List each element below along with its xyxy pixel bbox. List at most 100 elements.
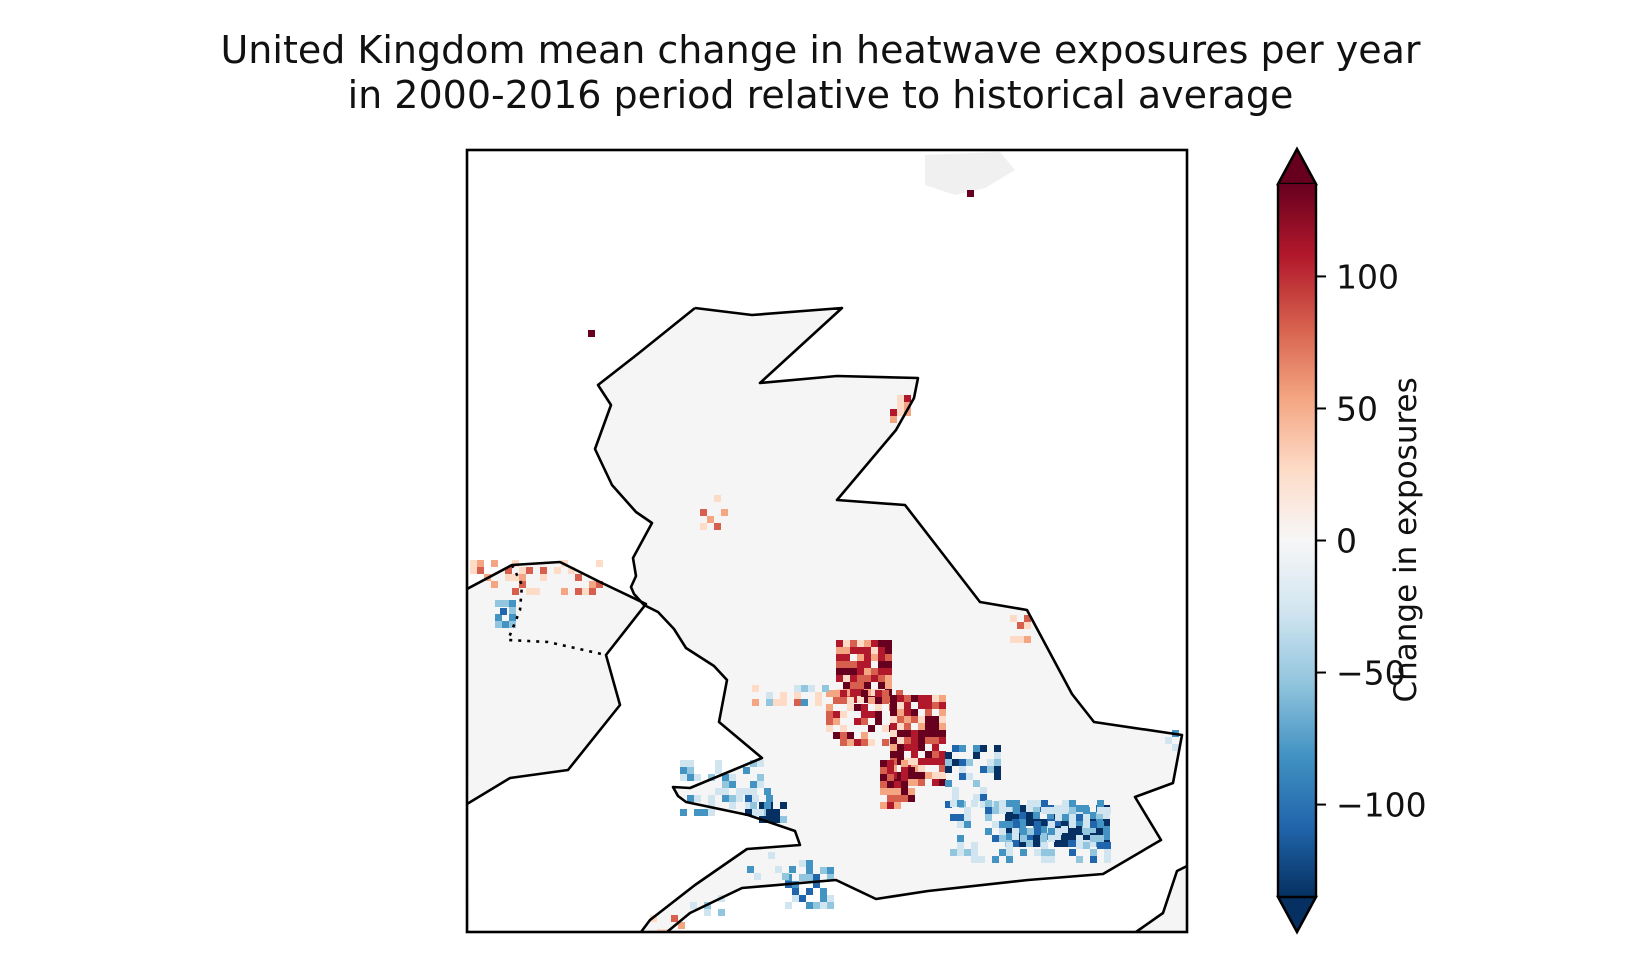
grid-cell	[904, 730, 911, 737]
grid-cell	[495, 621, 502, 628]
grid-cell	[885, 647, 892, 654]
grid-cell	[690, 902, 697, 909]
grid-cell	[987, 759, 994, 766]
grid-cell	[750, 781, 757, 788]
grid-cell	[964, 814, 971, 821]
grid-cell	[827, 874, 834, 881]
grid-cell	[950, 814, 957, 821]
grid-cell	[714, 523, 721, 530]
grid-cell	[519, 574, 526, 581]
grid-cell	[999, 849, 1006, 856]
grid-cell	[840, 739, 847, 746]
grid-cell	[952, 759, 959, 766]
grid-cell	[715, 760, 722, 767]
grid-cell	[864, 675, 871, 682]
grid-cell	[887, 774, 894, 781]
grid-cell	[939, 765, 946, 772]
grid-cell	[1006, 842, 1013, 849]
grid-cell	[1104, 807, 1111, 814]
grid-cell	[967, 190, 974, 197]
grid-cell	[945, 780, 952, 787]
grid-cell	[932, 716, 939, 723]
colorbar-tick-label: 0	[1336, 522, 1357, 561]
grid-cell	[894, 802, 901, 809]
grid-cell	[773, 816, 780, 823]
colorbar-max-extend	[1275, 146, 1319, 186]
chart-title-line2: in 2000-2016 period relative to historic…	[347, 73, 1294, 117]
grid-cell	[882, 725, 889, 732]
grid-cell	[694, 809, 701, 816]
grid-cell	[957, 835, 964, 842]
grid-cell	[945, 759, 952, 766]
grid-cell	[509, 607, 516, 614]
grid-cell	[925, 730, 932, 737]
grid-cell	[957, 821, 964, 828]
grid-cell	[885, 668, 892, 675]
grid-cell	[1069, 814, 1076, 821]
grid-cell	[747, 866, 754, 873]
grid-cell	[477, 567, 484, 574]
grid-cell	[1055, 807, 1062, 814]
grid-cell	[901, 788, 908, 795]
great-britain-landmass	[595, 308, 1182, 932]
grid-cell	[945, 766, 952, 773]
grid-cell	[589, 588, 596, 595]
grid-cell	[815, 699, 822, 706]
grid-cell	[932, 723, 939, 730]
grid-cell	[918, 744, 925, 751]
grid-cell	[925, 751, 932, 758]
grid-cell	[1068, 833, 1075, 840]
grid-cell	[1076, 814, 1083, 821]
grid-cell	[1005, 805, 1012, 812]
grid-cell	[875, 697, 882, 704]
grid-cell	[896, 690, 903, 697]
grid-cell	[680, 809, 687, 816]
grid-cell	[1103, 819, 1110, 826]
grid-cell	[1089, 826, 1096, 833]
grid-cell	[540, 567, 547, 574]
grid-cell	[750, 760, 757, 767]
grid-cell	[678, 922, 685, 929]
grid-cell	[1068, 826, 1075, 833]
grid-cell	[925, 758, 932, 765]
grid-cell	[857, 647, 864, 654]
grid-cell	[806, 888, 813, 895]
grid-cell	[752, 809, 759, 816]
grid-cell	[850, 640, 857, 647]
grid-cell	[759, 802, 766, 809]
grid-cell	[1006, 800, 1013, 807]
grid-cell	[799, 895, 806, 902]
grid-cell	[890, 723, 897, 730]
grid-cell	[1048, 835, 1055, 842]
grid-cell	[964, 821, 971, 828]
grid-cell	[880, 788, 887, 795]
grid-cell	[1055, 814, 1062, 821]
grid-cell	[1054, 819, 1061, 826]
grid-cell	[1048, 821, 1055, 828]
grid-cell	[971, 842, 978, 849]
grid-cell	[833, 697, 840, 704]
grid-cell	[745, 809, 752, 816]
grid-cell	[1010, 636, 1017, 643]
grid-cell	[1083, 807, 1090, 814]
grid-cell	[470, 567, 477, 574]
grid-cell	[526, 567, 533, 574]
grid-cell	[864, 696, 871, 703]
grid-cell	[1075, 819, 1082, 826]
grid-cell	[768, 852, 775, 859]
grid-cell	[868, 697, 875, 704]
grid-cell	[904, 702, 911, 709]
grid-cell	[1083, 828, 1090, 835]
grid-cell	[1019, 805, 1026, 812]
grid-cell	[794, 692, 801, 699]
grid-cell	[1104, 849, 1111, 856]
grid-cell	[1083, 842, 1090, 849]
grid-cell	[939, 758, 946, 765]
grid-cell	[966, 773, 973, 780]
grid-cell	[973, 794, 980, 801]
grid-cell	[850, 675, 857, 682]
grid-cell	[1020, 835, 1027, 842]
colorbar-tick-label: 50	[1336, 389, 1378, 428]
grid-cell	[1097, 807, 1104, 814]
grid-cell	[925, 772, 932, 779]
